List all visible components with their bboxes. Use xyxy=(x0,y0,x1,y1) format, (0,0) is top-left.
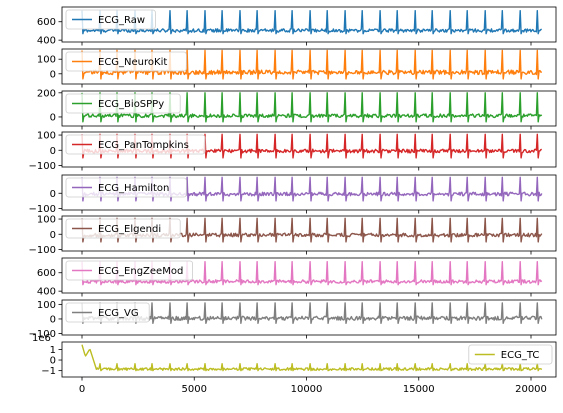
legend-label: ECG_Elgendi xyxy=(98,224,161,235)
axes-frame xyxy=(61,131,557,168)
y-tick-label: 100 xyxy=(37,215,56,226)
legend-label: ECG_EngZeeMod xyxy=(98,266,183,277)
x-tick-label: 5000 xyxy=(182,384,207,395)
x-tick-label: 15000 xyxy=(403,384,435,395)
subplot-ECG_VG: −100 0 100 ECG_VG xyxy=(29,299,557,340)
legend-box xyxy=(65,93,181,114)
legend-ECG_VG: ECG_VG xyxy=(65,302,150,323)
y-tick-label: 0 xyxy=(50,69,56,80)
legend-label: ECG_PanTompkins xyxy=(98,140,189,151)
y-tick-label: −1 xyxy=(41,366,56,377)
legend-ECG_Elgendi: ECG_Elgendi xyxy=(65,218,181,239)
y-tick-label: 100 xyxy=(37,55,56,66)
y-tick-label: 0 xyxy=(50,189,56,200)
y-tick-label: 0 xyxy=(50,356,56,367)
legend-ECG_Hamilton: ECG_Hamilton xyxy=(65,177,187,198)
x-tick-label: 10000 xyxy=(291,384,323,395)
legend-label: ECG_Hamilton xyxy=(98,183,169,194)
series-line-ECG_Raw xyxy=(81,10,542,35)
legend-label: ECG_TC xyxy=(501,350,540,361)
subplot-ECG_Raw: 400 600 ECG_Raw xyxy=(37,6,557,47)
legend-label: ECG_BioSPPy xyxy=(98,99,164,110)
legend-ECG_EngZeeMod: ECG_EngZeeMod xyxy=(65,260,193,281)
y-tick-label: −100 xyxy=(29,245,56,256)
x-tick-label: 20000 xyxy=(515,384,547,395)
series-line-ECG_BioSPPy xyxy=(81,92,543,123)
axes-frame xyxy=(61,299,557,336)
legend-label: ECG_VG xyxy=(98,308,139,319)
axes-frame xyxy=(61,215,557,252)
y-tick-label: −100 xyxy=(29,161,56,172)
legend-ECG_PanTompkins: ECG_PanTompkins xyxy=(65,134,206,155)
legend-box xyxy=(65,302,150,323)
axes-frame xyxy=(61,48,557,85)
legend-ECG_TC: ECG_TC xyxy=(468,344,553,365)
y-tick-label: −100 xyxy=(29,204,56,215)
series-line-ECG_TC xyxy=(81,344,543,372)
series-line-ECG_NeuroKit xyxy=(81,49,543,80)
axes-frame xyxy=(61,257,557,294)
axes-frame xyxy=(61,6,557,43)
axes-frame xyxy=(61,174,557,211)
legend-label: ECG_Raw xyxy=(98,15,145,26)
y-tick-label: 400 xyxy=(37,287,56,298)
subplot-ECG_PanTompkins: −100 0 100 ECG_PanTompkins xyxy=(29,131,557,172)
y-tick-label: 400 xyxy=(37,36,56,47)
y-tick-label: 600 xyxy=(37,268,56,279)
legend-box xyxy=(65,218,181,239)
legend-label: ECG_NeuroKit xyxy=(98,57,167,68)
y-tick-label: 200 xyxy=(37,88,56,99)
subplot-ECG_Elgendi: −100 0 100 ECG_Elgendi xyxy=(29,215,557,256)
legend-box xyxy=(65,9,156,30)
y-tick-label: 100 xyxy=(37,300,56,311)
legend-box xyxy=(468,344,553,365)
subplot-ECG_BioSPPy: 0 200 ECG_BioSPPy xyxy=(37,88,557,130)
y-tick-label: 0 xyxy=(50,112,56,123)
y-tick-label: 100 xyxy=(37,131,56,142)
y-tick-label: 0 xyxy=(50,230,56,241)
y-tick-label: −100 xyxy=(29,329,56,340)
axes-frame xyxy=(61,341,557,378)
y-tick-label: 0 xyxy=(50,314,56,325)
legend-ECG_BioSPPy: ECG_BioSPPy xyxy=(65,93,181,114)
subplot-ECG_NeuroKit: 0 100 ECG_NeuroKit xyxy=(37,48,557,88)
series-line-ECG_VG xyxy=(81,302,543,324)
series-line-ECG_EngZeeMod xyxy=(81,261,543,286)
legend-box xyxy=(65,177,187,198)
legend-box xyxy=(65,51,187,72)
y-scale-label: 1e6 xyxy=(32,333,51,344)
axes-frame xyxy=(61,90,557,127)
legend-box xyxy=(65,260,193,281)
y-tick-label: 0 xyxy=(50,146,56,157)
legend-box xyxy=(65,134,206,155)
y-tick-label: 1 xyxy=(50,345,56,356)
legend-ECG_Raw: ECG_Raw xyxy=(65,9,156,30)
legend-ECG_NeuroKit: ECG_NeuroKit xyxy=(65,51,187,72)
x-tick-label: 0 xyxy=(79,384,85,395)
subplot-ECG_Hamilton: −100 0 ECG_Hamilton xyxy=(29,174,557,215)
y-tick-label: 600 xyxy=(37,17,56,28)
subplot-ECG_EngZeeMod: 400 600 ECG_EngZeeMod xyxy=(37,257,557,298)
